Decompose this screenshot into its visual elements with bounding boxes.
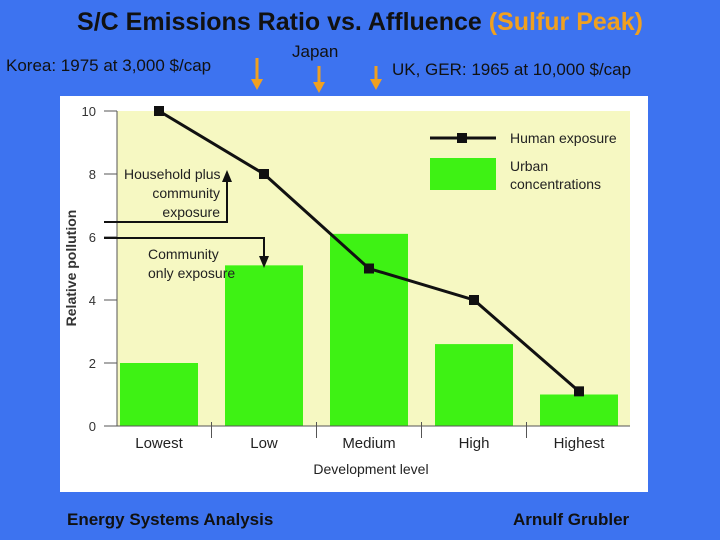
bar-lowest: [120, 363, 198, 426]
line-point-low: [259, 169, 269, 179]
title-main: S/C Emissions Ratio vs. Affluence: [77, 8, 489, 36]
bar-medium: [330, 233, 408, 426]
arrow-korea: [251, 58, 263, 90]
line-point-highest: [574, 386, 584, 397]
y-tick-label: 4: [89, 293, 96, 308]
note-korea: Korea: 1975 at 3,000 $/cap: [6, 56, 212, 75]
note-japan: Japan: [292, 42, 339, 61]
line-point-lowest: [154, 106, 164, 116]
arrow-uk: [370, 66, 382, 90]
legend-label-urban-concentrations-2: concentrations: [510, 176, 601, 192]
x-tick-label: Low: [250, 435, 278, 452]
line-point-high: [469, 295, 479, 305]
y-tick-label: 8: [89, 167, 96, 182]
legend-bar-swatch: [430, 158, 496, 190]
note-uk: UK, GER: 1965 at 10,000 $/cap: [392, 60, 632, 79]
legend-label-urban-concentrations: Urban: [510, 158, 548, 174]
x-tick-label: Lowest: [135, 435, 183, 452]
legend-marker-swatch: [457, 133, 467, 143]
bar-low: [225, 265, 303, 426]
annotation-household-line: exposure: [162, 204, 220, 220]
annotation-community-line: only exposure: [148, 265, 235, 281]
bar-highest: [540, 394, 618, 426]
footer-right: Arnulf Grubler: [513, 510, 630, 529]
annotation-arrow-community: [104, 237, 265, 258]
bar-high: [435, 344, 513, 426]
slide-title: S/C Emissions Ratio vs. Affluence (Sulfu…: [0, 8, 720, 37]
x-tick-label: Medium: [342, 435, 395, 452]
y-tick-label: 0: [89, 419, 96, 434]
pointer-arrows: [251, 58, 382, 93]
y-tick-label: 6: [89, 230, 96, 245]
y-tick-label: 10: [82, 104, 96, 119]
y-axis-label: Relative pollution: [63, 210, 79, 327]
footer-left: Energy Systems Analysis: [67, 510, 274, 529]
annotation-arrowhead-community: [259, 256, 269, 268]
x-tick-label: Highest: [554, 435, 606, 452]
annotation-household-line: community: [152, 185, 220, 201]
title-highlight: (Sulfur Peak): [488, 8, 643, 36]
x-axis-label: Development level: [313, 461, 428, 477]
legend-label-human-exposure: Human exposure: [510, 130, 617, 146]
x-tick-label: High: [459, 435, 490, 452]
arrow-japan: [313, 66, 325, 93]
annotation-community-line: Community: [148, 246, 219, 262]
annotation-household-line: Household plus: [124, 166, 221, 182]
line-point-medium: [364, 263, 374, 274]
y-tick-label: 2: [89, 356, 96, 371]
annotation-arrowhead-household: [222, 170, 232, 182]
chart: 0 2 4 6 8 10 Lowest Low Medium High Highest Human…: [60, 96, 648, 492]
annotation-arrow-household: [104, 180, 228, 223]
